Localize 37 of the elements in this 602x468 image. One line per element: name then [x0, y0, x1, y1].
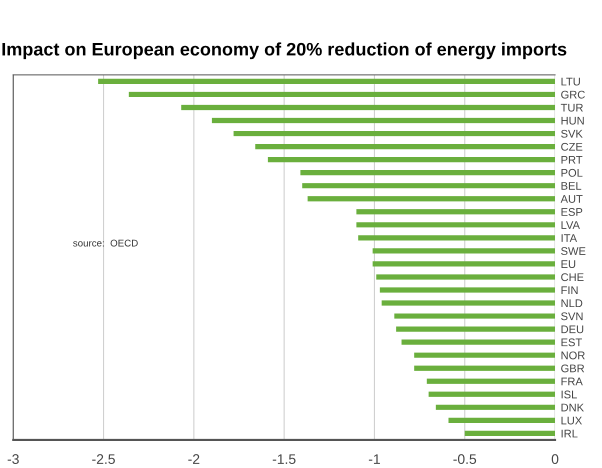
x-tick-label: -2.5	[92, 454, 115, 464]
y-tick-label: CHE	[561, 273, 584, 282]
y-tick-label: PRT	[562, 156, 582, 164]
y-tick-label: HUN	[562, 116, 584, 125]
y-tick-label: CZE	[561, 142, 582, 151]
y-tick-label: DEU	[562, 325, 584, 334]
y-tick-label: ESP	[562, 208, 582, 216]
y-tick-label: ISL	[562, 390, 577, 398]
y-tick-label: POL	[562, 168, 582, 177]
y-tick-label: FIN	[562, 286, 578, 294]
y-tick-label: IRL	[562, 430, 578, 438]
x-tick-label: -2	[188, 454, 200, 464]
x-tick-label: -1	[368, 454, 380, 464]
y-tick-label: AUT	[560, 195, 583, 203]
x-tick-label: -3	[8, 454, 19, 464]
y-tick-label: ITA	[562, 234, 578, 242]
y-tick-label: LVA	[562, 221, 580, 229]
y-tick-label: FRA	[562, 378, 583, 386]
y-tick-label: SVK	[561, 130, 583, 138]
y-tick-label: NLD	[562, 299, 582, 308]
chart-title: Impact on European economy of 20% reduction of energy imports	[2, 42, 566, 60]
y-tick-label: NOR	[562, 351, 585, 360]
x-tick-label: 0	[552, 454, 558, 464]
y-tick-label: SWE	[561, 247, 586, 256]
y-tick-label: EST	[562, 338, 582, 346]
y-tick-label: LUX	[562, 416, 582, 424]
y-tick-label: GRC	[561, 90, 585, 99]
y-tick-label: TUR	[560, 104, 583, 112]
x-tick-label: -0.5	[453, 454, 476, 464]
y-tick-label: EU	[562, 260, 576, 268]
y-tick-label: GBR	[561, 364, 584, 372]
y-tick-label: SVN	[561, 312, 583, 320]
y-tick-label: BEL	[562, 182, 582, 190]
x-tick-label: -1.5	[272, 454, 296, 464]
y-tick-label: LTU	[562, 78, 580, 86]
annotation: source: OECD	[73, 240, 138, 247]
y-tick-label: DNK	[562, 404, 584, 412]
